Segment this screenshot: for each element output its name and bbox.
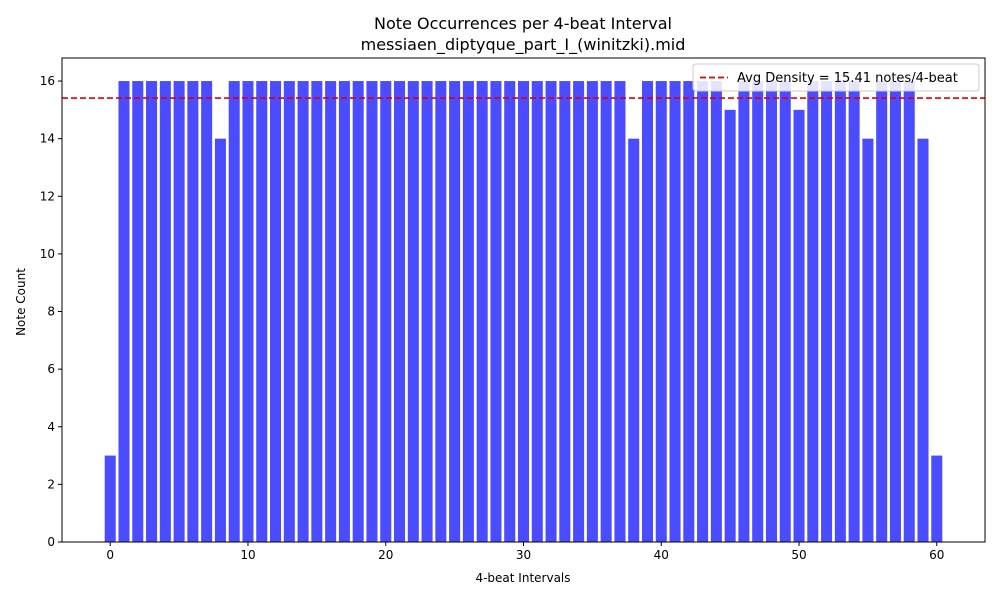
bar-46: [738, 81, 750, 543]
bar-45: [724, 109, 736, 542]
x-tick-label: 60: [929, 548, 944, 562]
bar-50: [793, 109, 805, 542]
y-tick-label: 0: [47, 535, 55, 549]
bar-34: [573, 81, 585, 543]
bar-14: [297, 81, 309, 543]
bar-17: [338, 81, 350, 543]
x-tick-label: 10: [240, 548, 255, 562]
bar-28: [490, 81, 502, 543]
bar-55: [862, 138, 874, 542]
bar-43: [697, 81, 709, 543]
bar-56: [876, 81, 888, 543]
bar-10: [242, 81, 254, 543]
bar-24: [435, 81, 447, 543]
bar-39: [641, 81, 653, 543]
bar-18: [352, 81, 364, 543]
bar-20: [380, 81, 392, 543]
bar-59: [917, 138, 929, 542]
bar-11: [256, 81, 268, 543]
bar-5: [173, 81, 185, 543]
y-tick-label: 2: [47, 477, 55, 491]
bar-41: [669, 81, 681, 543]
y-tick-label: 12: [40, 189, 55, 203]
bar-49: [779, 81, 791, 543]
bar-44: [710, 81, 722, 543]
bar-21: [394, 81, 406, 543]
bar-4: [159, 81, 171, 543]
y-tick-label: 8: [47, 305, 55, 319]
bar-31: [531, 81, 543, 543]
bar-27: [476, 81, 488, 543]
bar-48: [765, 81, 777, 543]
bar-15: [311, 81, 323, 543]
bar-32: [545, 81, 557, 543]
bar-35: [586, 81, 598, 543]
x-tick-label: 20: [378, 548, 393, 562]
x-tick-label: 0: [106, 548, 114, 562]
x-axis-ticks: 0 10 20 30 40 50 60: [106, 542, 944, 562]
bar-54: [848, 81, 860, 543]
bar-23: [421, 81, 433, 543]
chart-subtitle: messiaen_diptyque_part_I_(winitzki).mid: [361, 35, 686, 55]
bar-13: [283, 81, 295, 543]
y-tick-label: 14: [40, 132, 55, 146]
bar-42: [683, 81, 695, 543]
y-axis-label: Note Count: [14, 268, 28, 336]
bar-12: [270, 81, 282, 543]
bar-9: [228, 81, 240, 543]
legend-box: [692, 63, 980, 92]
x-tick-label: 40: [654, 548, 669, 562]
chart-title: Note Occurrences per 4-beat Interval: [374, 14, 672, 33]
bar-6: [187, 81, 199, 543]
bar-30: [517, 81, 530, 543]
bar-37: [614, 81, 626, 543]
bar-57: [889, 81, 901, 543]
bar-52: [821, 81, 833, 543]
bar-19: [366, 81, 378, 543]
bar-58: [903, 81, 915, 543]
bar-51: [807, 81, 819, 543]
bar-1: [118, 81, 130, 543]
x-tick-label: 50: [791, 548, 806, 562]
y-tick-label: 6: [47, 362, 55, 376]
bar-36: [600, 81, 612, 543]
legend: Avg Density = 15.41 notes/4-beat: [692, 63, 980, 92]
bar-29: [504, 81, 516, 543]
y-axis-ticks: 0 2 4 6 8 10 12 14 16: [40, 74, 62, 549]
bar-16: [325, 81, 337, 543]
x-axis-label: 4-beat Intervals: [475, 571, 570, 585]
bar-33: [559, 81, 571, 543]
bar-26: [462, 81, 474, 543]
bars-group: [104, 81, 943, 543]
x-tick-label: 30: [516, 548, 531, 562]
bar-7: [201, 81, 213, 543]
y-tick-label: 4: [47, 420, 55, 434]
y-tick-label: 10: [40, 247, 55, 261]
bar-8: [214, 138, 226, 542]
y-tick-label: 16: [40, 74, 55, 88]
bar-3: [146, 81, 158, 543]
bar-22: [407, 81, 419, 543]
bar-47: [752, 81, 764, 543]
bar-53: [834, 81, 846, 543]
bar-60: [931, 455, 943, 542]
bar-0: [104, 455, 116, 542]
bar-38: [628, 138, 640, 542]
bar-40: [655, 81, 667, 543]
legend-label: Avg Density = 15.41 notes/4-beat: [737, 71, 958, 86]
bar-2: [132, 81, 144, 543]
bar-25: [449, 81, 461, 543]
